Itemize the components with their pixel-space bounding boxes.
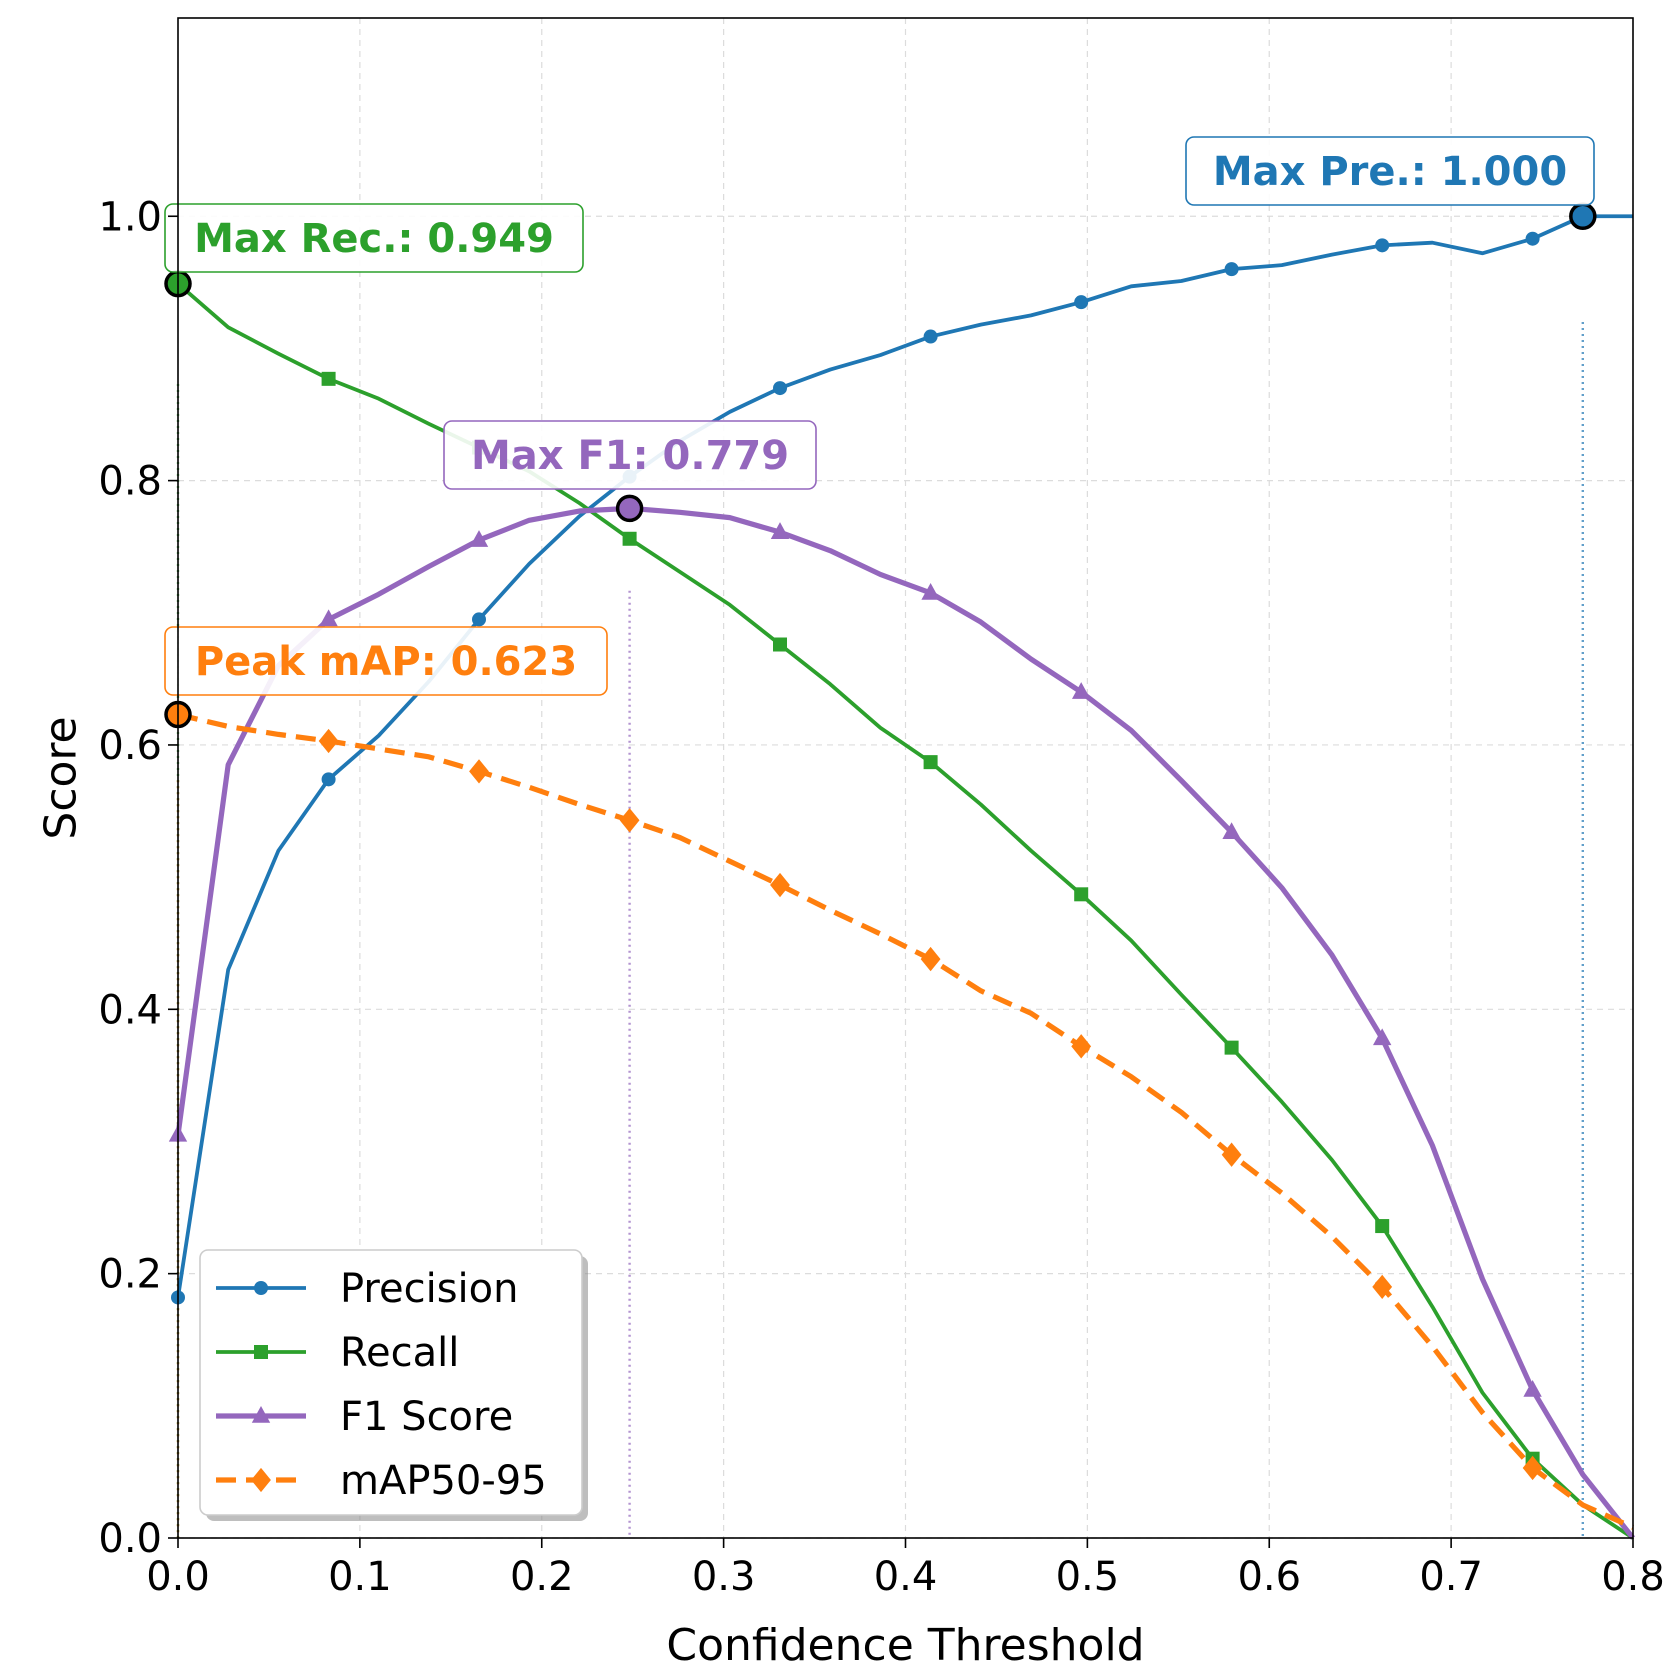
f1-score-point	[1372, 1028, 1392, 1046]
y-tick-label: 1.0	[98, 194, 162, 240]
map50-95-point	[1071, 1034, 1092, 1059]
f1-score-point	[1071, 682, 1091, 699]
recall-point	[1224, 1040, 1239, 1055]
x-tick-label: 0.8	[1601, 1554, 1665, 1600]
map50-95-point	[770, 872, 790, 898]
recall-point	[1375, 1219, 1390, 1234]
precision-point	[1525, 231, 1540, 246]
f1-score-point	[770, 522, 790, 539]
x-tick-label: 0.4	[874, 1554, 938, 1600]
legend-label-recall: Recall	[340, 1330, 459, 1376]
x-tick-label: 0.7	[1419, 1554, 1483, 1600]
precision-point	[472, 612, 487, 627]
map50-95-line	[177, 712, 1635, 1530]
y-tick-label: 0.4	[98, 987, 162, 1033]
series-layer	[168, 214, 1636, 1540]
x-axis-title: Confidence Threshold	[666, 1620, 1144, 1671]
legend-marker-map50-95	[251, 1467, 271, 1493]
legend-marker-precision	[254, 1281, 268, 1295]
axis-ticks: 0.0 0.1 0.2 0.3 0.4 0.5 0.6 0.7 0.8 0.0 0.2 0.4 0.6 0…	[98, 194, 1664, 1600]
legend-marker-recall	[254, 1345, 268, 1359]
precision-peak-annotation-label: Max Pre.: 1.000	[1213, 149, 1567, 195]
peak-annotations: Max Pre.: 1.000 Max Rec.: 0.949 Max F1: 0.…	[164, 136, 1595, 696]
f1-score-peak-marker	[615, 494, 644, 523]
recall-point	[923, 755, 938, 770]
legend: Precision Recall F1 Score mAP50-95	[199, 1249, 588, 1521]
f1-score-line	[175, 505, 1636, 1540]
recall-point	[1074, 887, 1089, 902]
f1-score-peak-annotation-box	[443, 420, 817, 490]
f1-score-point	[1222, 822, 1241, 839]
map50-95-point	[1372, 1274, 1393, 1300]
legend-label-precision: Precision	[340, 1266, 518, 1312]
f1-score-point	[921, 582, 940, 600]
f1-score-peak-annotation-label: Max F1: 0.779	[471, 433, 789, 479]
y-axis-title: Score	[35, 716, 86, 839]
y-tick-label: 0.0	[98, 1516, 162, 1562]
recall-point	[622, 531, 637, 546]
map50-95-point	[469, 759, 489, 784]
precision-point	[773, 381, 788, 396]
map50-95-point	[318, 728, 339, 754]
legend-label-map50-95: mAP50-95	[340, 1458, 547, 1504]
legend-box	[199, 1249, 583, 1516]
y-tick-label: 0.2	[98, 1252, 162, 1298]
f1-score-point	[469, 530, 489, 547]
x-tick-label: 0.2	[510, 1554, 574, 1600]
map50-95-point	[1522, 1455, 1543, 1481]
map50-95-point	[1221, 1142, 1242, 1167]
precision-point	[1074, 295, 1089, 310]
precision-peak-marker	[1569, 202, 1597, 231]
precision-point	[321, 772, 336, 787]
recall-line	[176, 282, 1635, 1540]
precision-peak-annotation-box	[1185, 136, 1595, 206]
map50-95-peak-annotation-label: Peak mAP: 0.623	[195, 639, 577, 685]
x-tick-label: 0.1	[328, 1554, 392, 1600]
recall-point	[773, 637, 788, 652]
map50-95-point	[920, 946, 941, 972]
x-tick-label: 0.3	[692, 1554, 756, 1600]
precision-point	[923, 329, 938, 344]
map50-95-point	[619, 808, 640, 833]
f1-score-point	[319, 609, 338, 627]
y-tick-label: 0.6	[98, 723, 162, 769]
x-tick-label: 0.0	[146, 1554, 210, 1600]
y-tick-label: 0.8	[98, 459, 162, 505]
recall-point	[321, 371, 336, 386]
recall-peak-annotation-box	[164, 203, 584, 273]
recall-peak-annotation-label: Max Rec.: 0.949	[194, 216, 554, 262]
legend-marker-f1-score	[251, 1406, 271, 1423]
precision-point	[1224, 262, 1239, 277]
precision-point	[1375, 238, 1390, 253]
x-tick-label: 0.6	[1237, 1554, 1301, 1600]
legend-label-f1-score: F1 Score	[340, 1394, 513, 1440]
x-tick-label: 0.5	[1056, 1554, 1120, 1600]
map50-95-peak-annotation-box	[164, 626, 608, 696]
f1-score-point	[1523, 1379, 1542, 1397]
